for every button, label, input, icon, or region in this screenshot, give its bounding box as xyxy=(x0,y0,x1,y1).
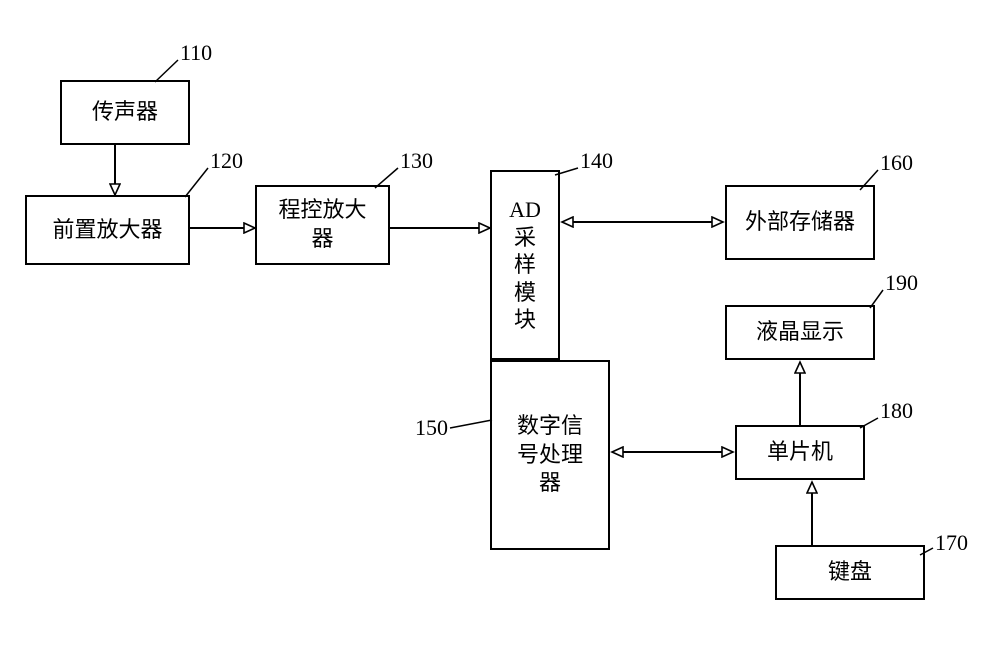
ref-label-180: 180 xyxy=(880,398,913,424)
node-label: 液晶显示 xyxy=(756,318,844,347)
node-label: 数字信号处理器 xyxy=(507,412,593,498)
node-microphone: 传声器 xyxy=(60,80,190,145)
node-adc: AD采样模块 xyxy=(490,170,560,360)
node-pga: 程控放大器 xyxy=(255,185,390,265)
node-label: 外部存储器 xyxy=(745,208,855,237)
ref-label-110: 110 xyxy=(180,40,212,66)
node-label: 传声器 xyxy=(92,98,158,127)
node-mcu: 单片机 xyxy=(735,425,865,480)
ref-label-140: 140 xyxy=(580,148,613,174)
node-label: 前置放大器 xyxy=(52,216,162,245)
node-label: 键盘 xyxy=(828,558,872,587)
ref-label-170: 170 xyxy=(935,530,968,556)
node-label: AD采样模块 xyxy=(509,196,541,334)
node-preamp: 前置放大器 xyxy=(25,195,190,265)
node-keyboard: 键盘 xyxy=(775,545,925,600)
ref-label-160: 160 xyxy=(880,150,913,176)
leader-110 xyxy=(155,60,178,82)
node-label: 程控放大器 xyxy=(272,196,373,253)
ref-label-150: 150 xyxy=(415,415,448,441)
ref-label-120: 120 xyxy=(210,148,243,174)
node-lcd: 液晶显示 xyxy=(725,305,875,360)
ref-label-190: 190 xyxy=(885,270,918,296)
leader-150 xyxy=(450,420,492,428)
node-label: 单片机 xyxy=(767,438,833,467)
node-ext-storage: 外部存储器 xyxy=(725,185,875,260)
ref-label-130: 130 xyxy=(400,148,433,174)
node-dsp: 数字信号处理器 xyxy=(490,360,610,550)
leader-120 xyxy=(185,168,208,197)
